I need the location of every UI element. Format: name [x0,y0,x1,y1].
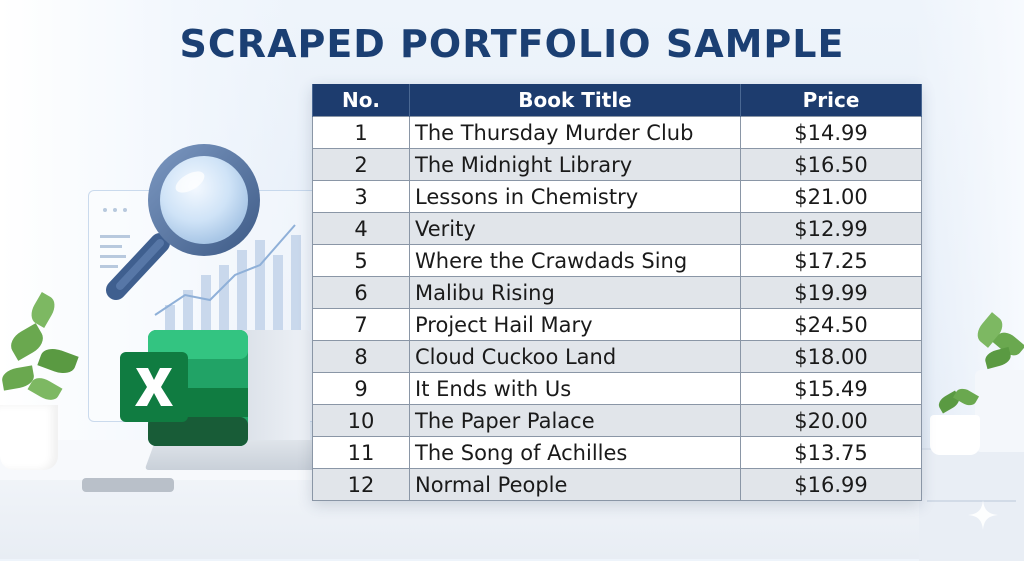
excel-icon [120,330,248,446]
table-row: 1 The Thursday Murder Club $14.99 [312,116,922,149]
row-number: 1 [312,116,410,149]
row-number: 10 [312,404,410,437]
book-price: $16.99 [740,468,922,501]
table-row: 10 The Paper Palace $20.00 [312,404,922,437]
book-title: Verity [409,212,741,245]
book-title: The Paper Palace [409,404,741,437]
book-price: $20.00 [740,404,922,437]
table-row: 8 Cloud Cuckoo Land $18.00 [312,340,922,373]
book-title: Malibu Rising [409,276,741,309]
book-title: It Ends with Us [409,372,741,405]
book-title: The Midnight Library [409,148,741,181]
book-title: The Song of Achilles [409,436,741,469]
row-number: 5 [312,244,410,277]
book-title: Cloud Cuckoo Land [409,340,741,373]
plant-pot-right-small [930,415,980,455]
table-row: 3 Lessons in Chemistry $21.00 [312,180,922,213]
row-number: 11 [312,436,410,469]
table-row: 5 Where the Crawdads Sing $17.25 [312,244,922,277]
table-row: 7 Project Hail Mary $24.50 [312,308,922,341]
row-number: 9 [312,372,410,405]
table-header-row: No. Book Title Price [312,84,922,117]
book-title: Lessons in Chemistry [409,180,741,213]
row-number: 3 [312,180,410,213]
row-number: 7 [312,308,410,341]
book-price: $17.25 [740,244,922,277]
row-number: 2 [312,148,410,181]
book-price: $13.75 [740,436,922,469]
row-number: 12 [312,468,410,501]
book-price: $15.49 [740,372,922,405]
cabinet [919,448,1024,561]
plant-pot-left [0,405,58,470]
magnifying-glass-icon [106,144,260,300]
column-header-price: Price [740,84,922,117]
row-number: 4 [312,212,410,245]
page-title: SCRAPED PORTFOLIO SAMPLE [179,22,845,66]
table-row: 12 Normal People $16.99 [312,468,922,501]
table-row: 6 Malibu Rising $19.99 [312,276,922,309]
table-row: 9 It Ends with Us $15.49 [312,372,922,405]
book-title: The Thursday Murder Club [409,116,741,149]
book-price: $19.99 [740,276,922,309]
book-price: $16.50 [740,148,922,181]
row-number: 8 [312,340,410,373]
plant-pot-right-tall [975,370,1024,452]
phone [82,478,174,492]
book-title: Where the Crawdads Sing [409,244,741,277]
book-title: Project Hail Mary [409,308,741,341]
book-price: $14.99 [740,116,922,149]
sparkle-icon [968,500,998,530]
table-row: 11 The Song of Achilles $13.75 [312,436,922,469]
column-header-book-title: Book Title [409,84,741,117]
table-row: 2 The Midnight Library $16.50 [312,148,922,181]
book-title: Normal People [409,468,741,501]
book-price: $18.00 [740,340,922,373]
row-number: 6 [312,276,410,309]
book-price: $24.50 [740,308,922,341]
column-header-no: No. [312,84,410,117]
book-price: $12.99 [740,212,922,245]
book-price: $21.00 [740,180,922,213]
book-price-table: No. Book Title Price 1 The Thursday Murd… [312,84,922,501]
table-row: 4 Verity $12.99 [312,212,922,245]
